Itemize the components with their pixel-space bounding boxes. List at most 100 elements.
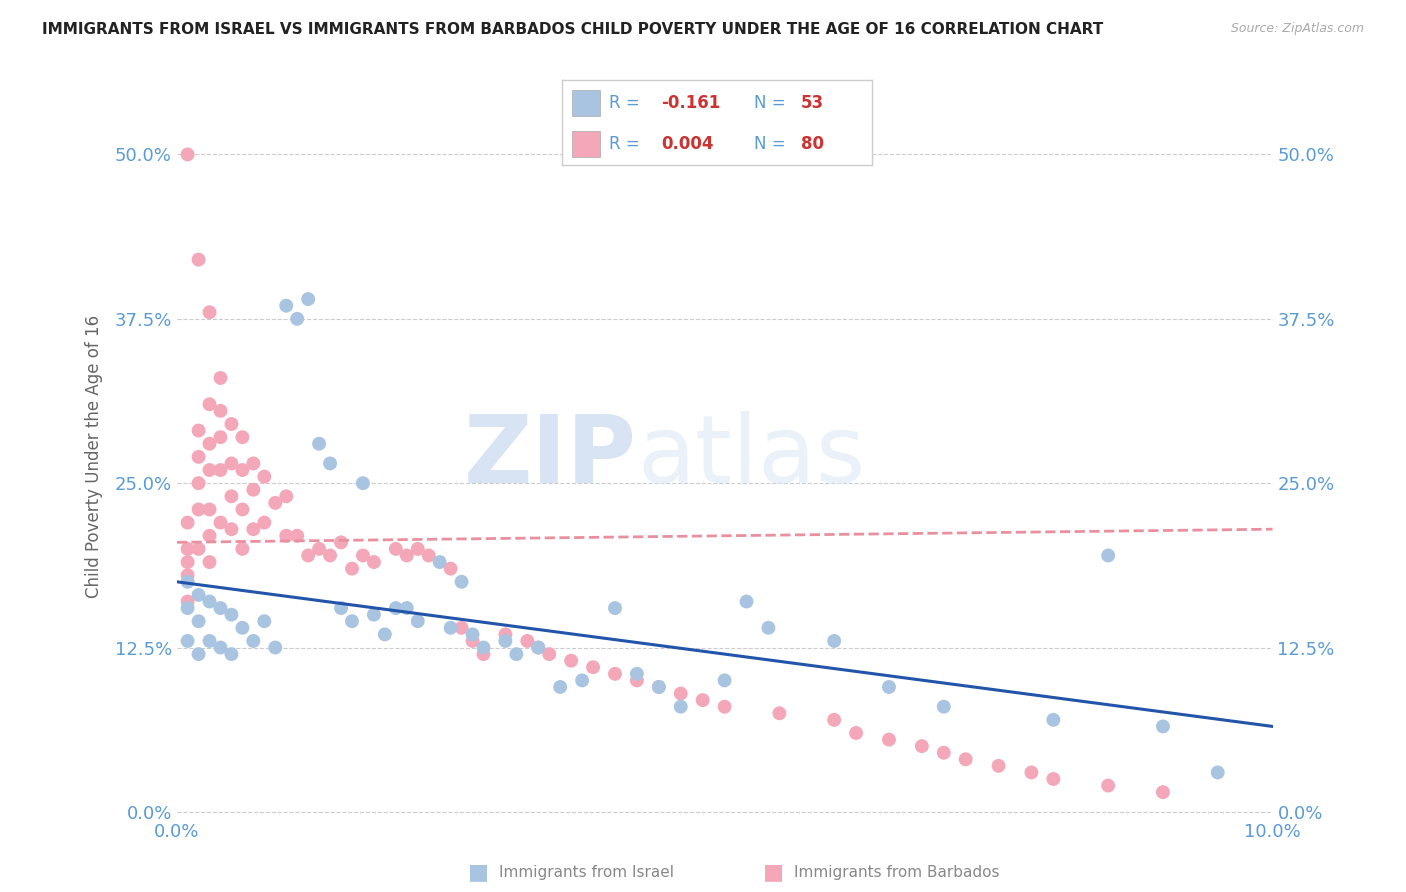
Point [626,673,648,688]
Point [308,541,330,556]
Point [571,673,593,688]
Text: N =: N = [754,95,786,112]
Point [987,759,1010,773]
Text: R =: R = [609,135,640,153]
Text: ■: ■ [468,863,488,882]
Bar [572,131,599,157]
Point [187,424,209,438]
Point [932,699,955,714]
Point [176,516,198,530]
Point [692,693,714,707]
Point [385,541,408,556]
Point [932,746,955,760]
Point [374,627,396,641]
Point [527,640,550,655]
Point [538,647,561,661]
Point [648,680,671,694]
Point [198,305,221,319]
Point [264,496,287,510]
Point [209,371,232,385]
Point [187,541,209,556]
Point [187,647,209,661]
Point [231,463,253,477]
Point [877,680,900,694]
Point [823,634,845,648]
Point [1097,779,1119,793]
Point [439,621,461,635]
Text: ZIP: ZIP [464,411,637,503]
Point [264,640,287,655]
Point [253,516,276,530]
Point [319,549,342,563]
Point [713,673,735,688]
Text: atlas: atlas [637,411,865,503]
Point [176,601,198,615]
Point [1042,713,1064,727]
Point [276,489,298,503]
Point [198,634,221,648]
Point [395,549,418,563]
Point [758,621,780,635]
Point [823,713,845,727]
Point [176,555,198,569]
Point [176,574,198,589]
Point [176,568,198,582]
Point [209,404,232,418]
Point [494,627,516,641]
Text: Immigrants from Israel: Immigrants from Israel [499,865,673,880]
Point [735,594,758,608]
Point [340,614,363,628]
Point [242,457,264,471]
Point [352,549,374,563]
Point [176,634,198,648]
Point [395,601,418,615]
Text: 80: 80 [800,135,824,153]
Text: Immigrants from Barbados: Immigrants from Barbados [794,865,1000,880]
Point [231,430,253,444]
Point [527,640,550,655]
Point [176,594,198,608]
Point [385,601,408,615]
Point [198,463,221,477]
Point [198,555,221,569]
Point [548,680,571,694]
Point [505,647,527,661]
Point [198,529,221,543]
Point [209,516,232,530]
Point [406,614,429,628]
Point [955,752,977,766]
Point [221,522,243,536]
Point [209,601,232,615]
Point [461,627,484,641]
Point [340,561,363,575]
Point [176,541,198,556]
Point [1021,765,1043,780]
Point [713,699,735,714]
Point [319,457,342,471]
Point [330,601,353,615]
Point [911,739,934,753]
Text: N =: N = [754,135,786,153]
Point [198,502,221,516]
Point [516,634,538,648]
Point [198,436,221,450]
Point [603,601,626,615]
Point [560,654,582,668]
Point [450,574,472,589]
Point [231,541,253,556]
Point [472,640,495,655]
Point [768,706,790,721]
Point [231,502,253,516]
Point [187,450,209,464]
Point [221,417,243,431]
Point [253,614,276,628]
Point [187,252,209,267]
Point [1042,772,1064,786]
Point [669,687,692,701]
Point [330,535,353,549]
Point [253,469,276,483]
Point [877,732,900,747]
Point [494,634,516,648]
Point [231,621,253,635]
Point [472,647,495,661]
